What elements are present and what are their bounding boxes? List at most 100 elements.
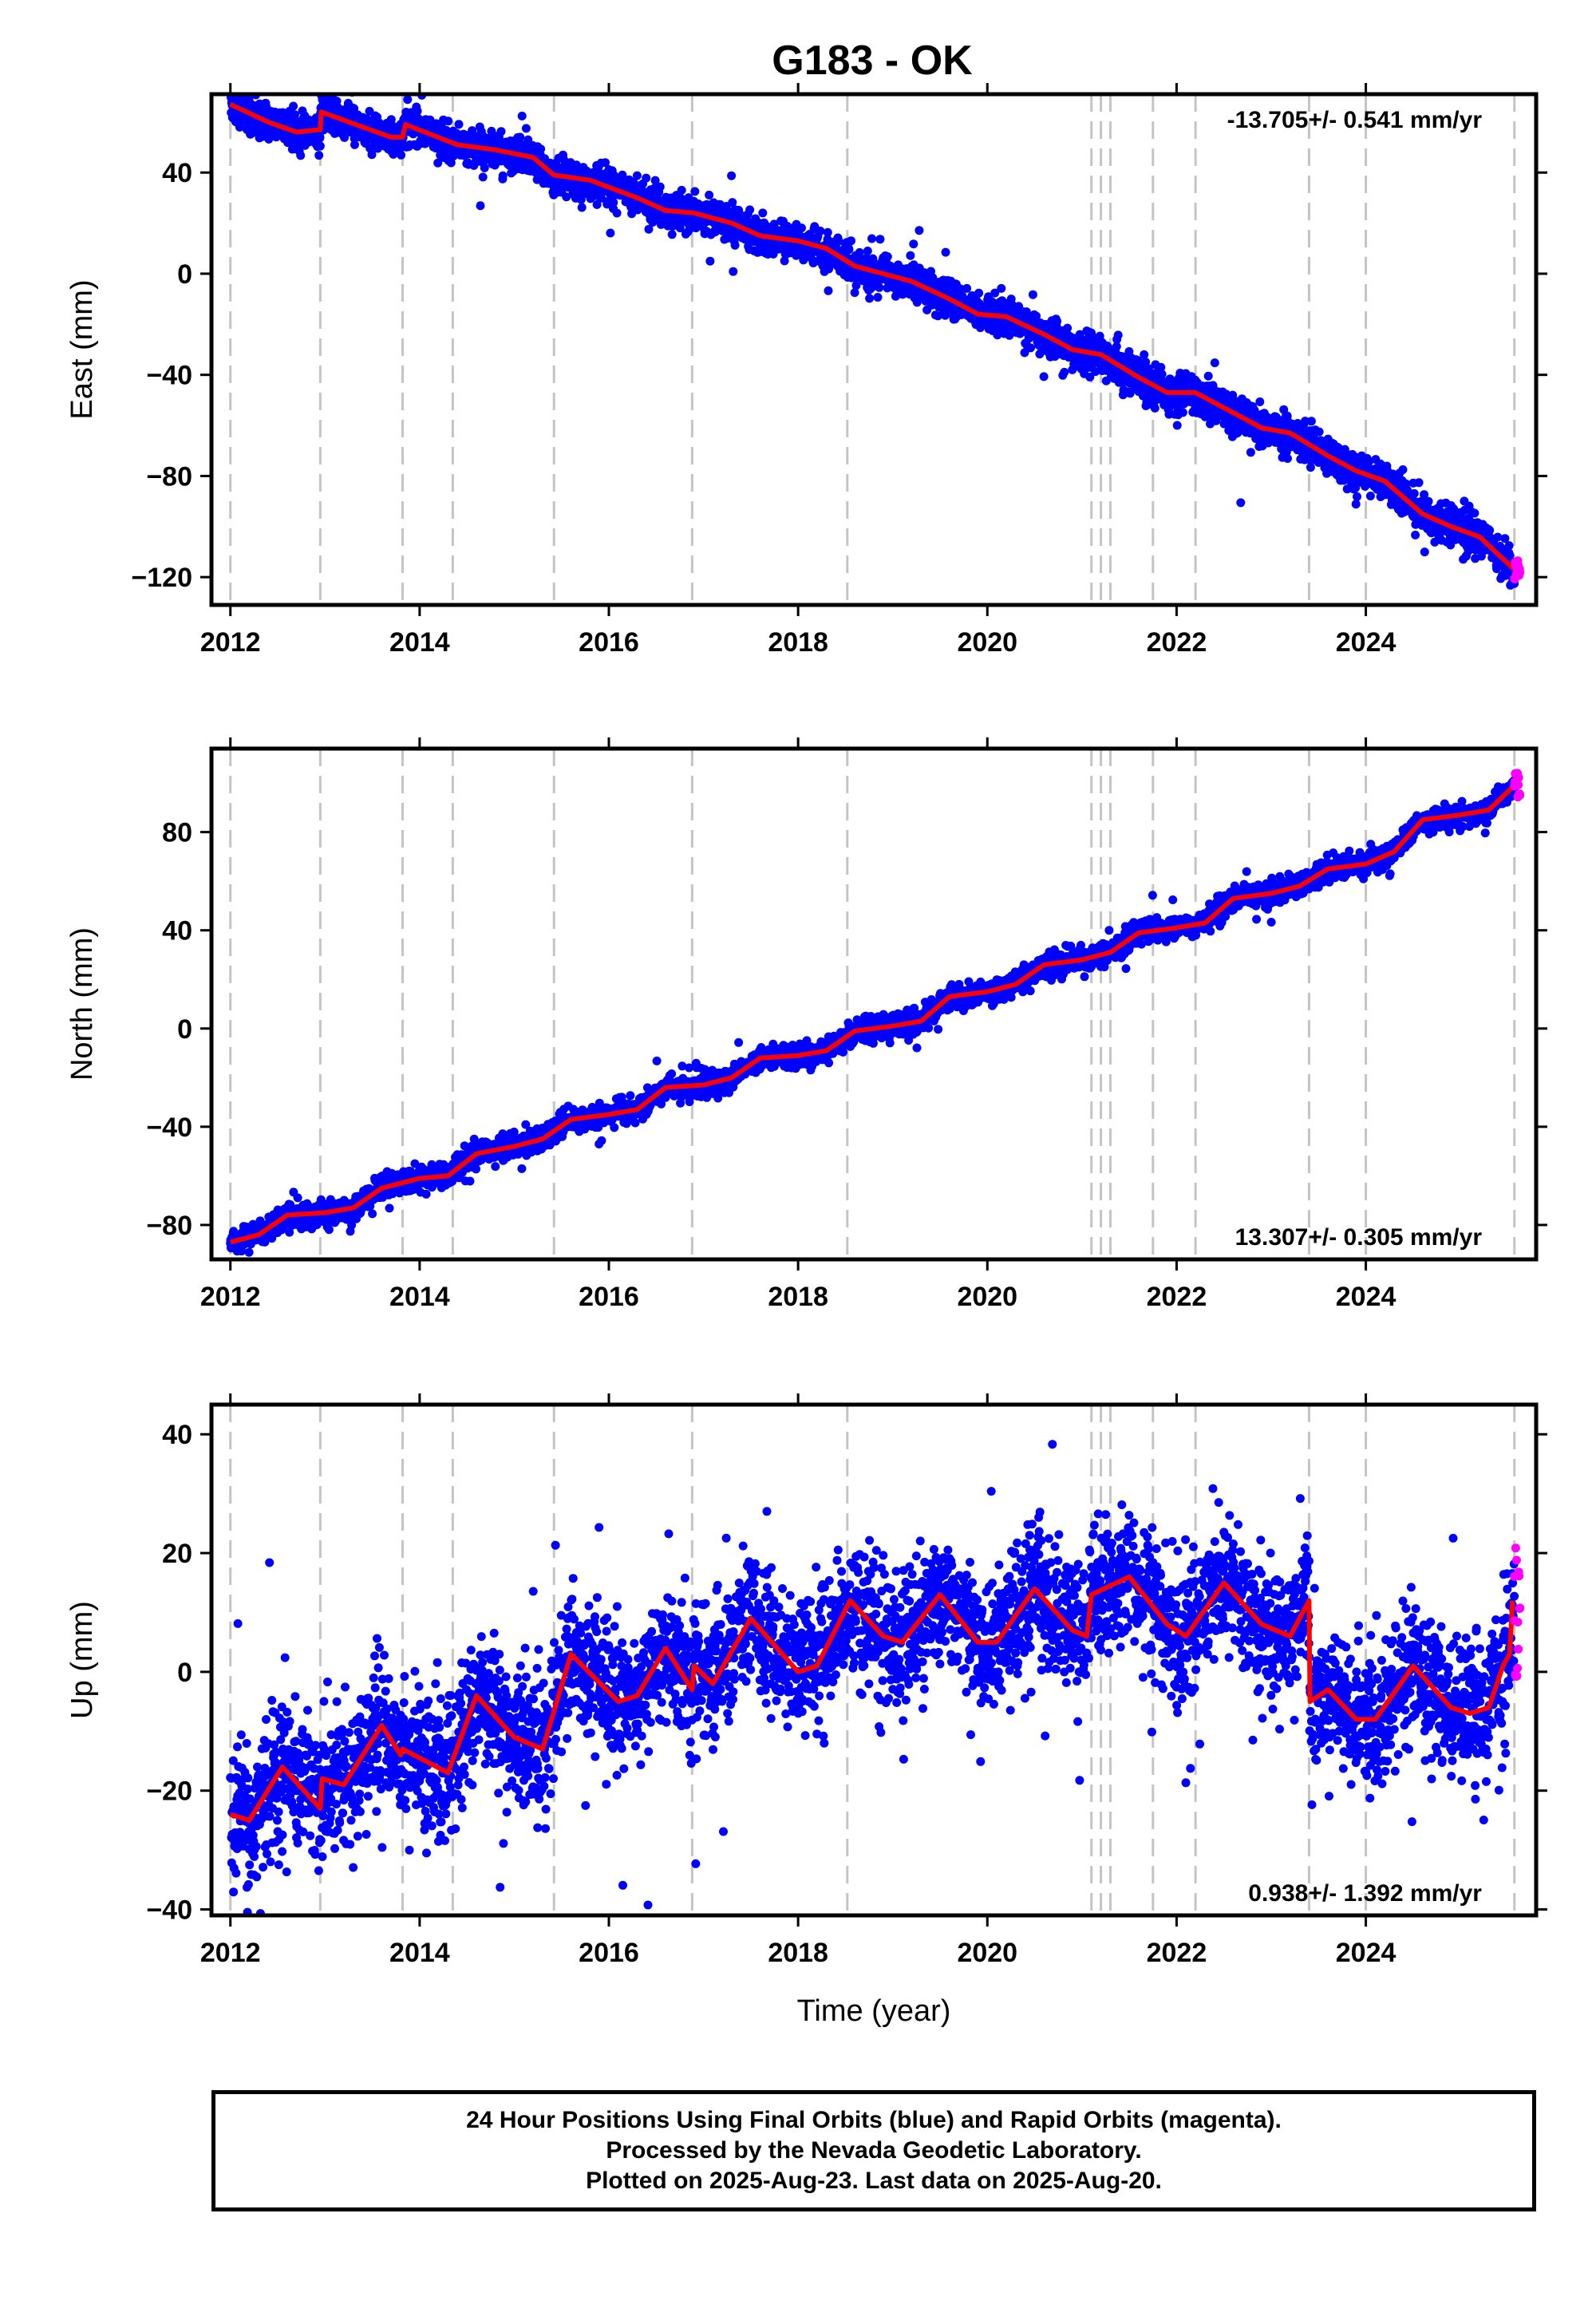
final-orbit-point [592,200,602,209]
final-orbit-point [480,163,489,172]
final-orbit-point [289,101,298,111]
final-orbit-point [1398,465,1408,474]
final-orbit-point [823,227,832,237]
final-orbit-point [824,286,833,295]
final-orbit-point [536,144,546,154]
panel-2: 2012 2014 2016 2018 2020 2022 2024−80−4004080N… [65,737,1547,1312]
x-tick-label: 2012 [200,627,261,658]
final-orbit-point [1411,530,1420,539]
final-orbit-points [226,776,1519,1257]
x-tick-label: 2022 [1147,627,1207,658]
final-orbit-point [324,1225,334,1235]
y-tick-label: −40 [146,361,192,391]
final-orbit-point [797,223,806,233]
final-orbit-point [1500,534,1510,543]
final-orbit-point [1150,403,1159,413]
final-orbit-point [340,132,350,142]
final-orbit-point [690,187,700,196]
final-orbit-point [1485,526,1495,535]
final-orbit-point [367,150,377,160]
final-orbit-point [642,173,651,183]
final-orbit-point [446,158,456,168]
y-tick-label: −80 [146,461,192,492]
y-tick-label: 40 [162,158,192,188]
final-orbit-point [338,60,347,69]
panels-group: 2012 2014 2016 2018 2020 2022 2024−120−80−4004… [65,60,1547,2028]
final-orbit-point [487,126,496,136]
final-orbit-point [1283,454,1292,463]
final-orbit-point [609,198,618,207]
final-orbit-point [1157,370,1167,379]
final-orbit-point [1113,330,1123,340]
final-orbit-point [1039,372,1049,381]
x-tick-label: 2024 [1336,627,1396,658]
final-orbit-point [1430,537,1440,547]
final-orbit-point [1246,448,1255,457]
final-orbit-point [1306,417,1316,426]
final-orbit-point [667,230,677,239]
final-orbit-point [413,106,422,116]
final-orbit-point [1021,307,1031,317]
final-orbit-point [909,239,918,249]
final-orbit-point [237,1247,247,1256]
final-orbit-point [851,281,861,290]
final-orbit-point [727,171,737,180]
final-orbit-point [496,127,506,136]
final-orbit-point [632,171,642,180]
final-orbit-point [906,251,915,260]
final-orbit-point [962,283,972,293]
final-orbit-point [1221,389,1231,399]
final-orbit-point [705,256,715,266]
final-orbit-point [1032,311,1041,321]
final-orbit-point [386,115,396,124]
final-orbit-point [650,176,660,185]
final-orbit-point [855,247,864,257]
final-orbit-point [1063,323,1073,333]
y-axis-label: East (mm) [65,279,99,419]
final-orbit-point [1112,342,1121,351]
final-orbit-point [844,245,854,255]
final-orbit-point [644,224,654,234]
final-orbit-point [1420,490,1429,500]
x-tick-label: 2018 [768,627,828,658]
final-orbit-point [433,158,443,168]
x-tick-label: 2020 [957,627,1017,658]
final-orbit-point [454,120,464,129]
final-orbit-point [850,288,859,298]
final-orbit-point [1365,492,1375,500]
final-orbit-point [1140,350,1149,359]
final-orbit-point [1365,456,1373,466]
final-orbit-point [576,195,586,204]
final-orbit-point [1301,417,1310,426]
x-tick-label: 2016 [579,627,639,658]
final-orbit-point [478,172,488,182]
final-orbit-point [521,124,531,133]
final-orbit-point [758,208,768,218]
final-orbit-point [867,234,876,243]
final-orbit-point [476,201,485,211]
final-orbit-point [1414,478,1424,488]
y-tick-label: −120 [131,563,192,593]
final-orbit-point [498,171,508,180]
final-orbit-point [1124,347,1134,356]
final-orbit-point [1028,290,1037,299]
model-fit-line [229,101,1516,571]
final-orbit-point [516,132,525,142]
final-orbit-point [655,182,665,192]
final-orbit-point [1424,496,1433,506]
final-orbit-point [834,236,843,246]
final-orbit-point [1053,317,1062,326]
panel-frame [209,92,1539,607]
final-orbit-point [1314,427,1324,437]
final-orbit-point [1141,358,1151,366]
final-orbit-point [350,104,359,113]
rapid-orbit-points [1510,556,1525,583]
final-orbit-point [847,236,855,246]
final-orbit-point [883,252,892,262]
final-orbit-point [1493,532,1503,542]
final-orbit-point [730,240,740,250]
final-orbit-point [873,293,883,302]
final-orbit-point [1211,416,1221,425]
chart-title: G183 - OK [772,38,973,84]
